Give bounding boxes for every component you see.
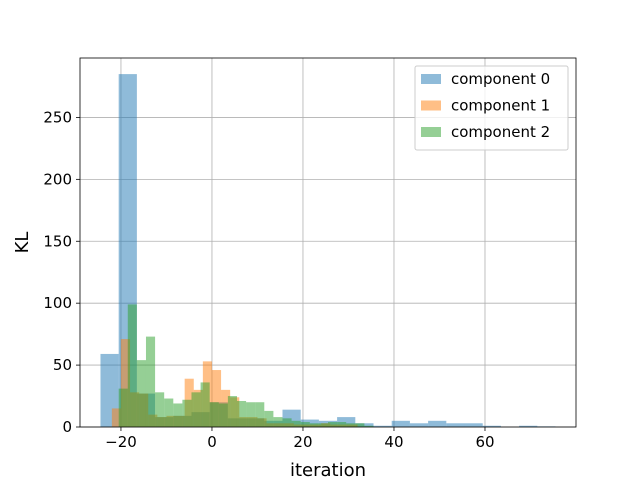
histogram-bar-component-0 xyxy=(391,420,410,427)
histogram-bar-component-2 xyxy=(218,403,228,427)
histogram-bar-component-2 xyxy=(309,423,319,427)
histogram-bar-component-2 xyxy=(155,392,165,427)
y-axis-label: KL xyxy=(12,232,33,254)
histogram-bar-component-2 xyxy=(364,425,374,427)
legend-swatch xyxy=(421,74,441,84)
x-axis-label: iteration xyxy=(290,460,366,480)
histogram-bar-component-1 xyxy=(211,370,222,427)
y-tick-label: 50 xyxy=(53,356,72,374)
axis-ticks: −20 0 20 40 60 0 50 100 150 200 250 xyxy=(43,108,494,451)
histogram-bar-component-2 xyxy=(136,360,146,427)
histogram-bar-component-2 xyxy=(127,304,137,427)
histogram-bar-component-2 xyxy=(328,422,338,427)
histogram-bar-component-2 xyxy=(273,417,283,427)
histogram-bar-component-2 xyxy=(227,396,237,427)
y-tick-label: 200 xyxy=(43,170,72,188)
histogram-bar-component-2 xyxy=(337,422,347,427)
histogram-bar-component-2 xyxy=(182,399,192,427)
x-tick-label: 40 xyxy=(384,433,403,451)
x-tick-label: 60 xyxy=(475,433,494,451)
x-tick-label: 0 xyxy=(207,433,217,451)
histogram-bar-component-2 xyxy=(255,402,265,427)
histogram-bar-component-1 xyxy=(111,408,121,427)
histogram-bar-component-2 xyxy=(264,410,274,427)
histogram-bar-component-2 xyxy=(355,423,365,427)
histogram-bar-component-2 xyxy=(246,402,256,427)
x-tick-label: 20 xyxy=(293,433,312,451)
histogram-bar-component-2 xyxy=(200,382,210,427)
x-tick-label: −20 xyxy=(105,433,137,451)
legend-box xyxy=(414,65,569,151)
histogram-bar-component-0 xyxy=(464,423,483,427)
histogram-bar-component-1 xyxy=(120,339,131,427)
histogram-bar-component-2 xyxy=(346,423,356,427)
histogram-bars xyxy=(100,74,556,427)
histogram-bar-component-2 xyxy=(236,400,247,427)
histogram-bar-component-2 xyxy=(291,420,301,427)
histogram-bar-component-2 xyxy=(191,392,201,427)
legend-label: component 0 xyxy=(451,70,550,88)
histogram-bar-component-2 xyxy=(209,402,219,427)
histogram-bar-component-0 xyxy=(446,423,465,427)
histogram-bar-component-0 xyxy=(428,420,447,427)
histogram-bar-component-2 xyxy=(282,418,292,427)
histogram-bar-component-2 xyxy=(118,388,128,427)
legend: component 0 component 1 component 2 xyxy=(414,65,569,151)
histogram-bar-component-2 xyxy=(318,423,328,427)
histogram-bar-component-2 xyxy=(145,336,156,427)
legend-label: component 1 xyxy=(451,97,550,115)
plot-frame xyxy=(79,57,577,428)
histogram-bar-component-0 xyxy=(409,423,429,427)
y-tick-label: 0 xyxy=(62,418,72,436)
histogram-bar-component-0 xyxy=(373,425,392,427)
histogram-bar-component-0 xyxy=(519,425,538,427)
legend-swatch xyxy=(421,127,441,137)
y-tick-label: 100 xyxy=(43,294,72,312)
y-tick-label: 250 xyxy=(43,108,72,126)
legend-swatch xyxy=(421,100,441,111)
histogram-bar-component-2 xyxy=(173,403,183,427)
histogram-bar-component-2 xyxy=(300,422,310,427)
y-tick-label: 150 xyxy=(43,232,72,250)
histogram-bar-component-2 xyxy=(164,398,174,427)
histogram-bar-component-0 xyxy=(482,425,501,427)
legend-label: component 2 xyxy=(451,123,550,141)
